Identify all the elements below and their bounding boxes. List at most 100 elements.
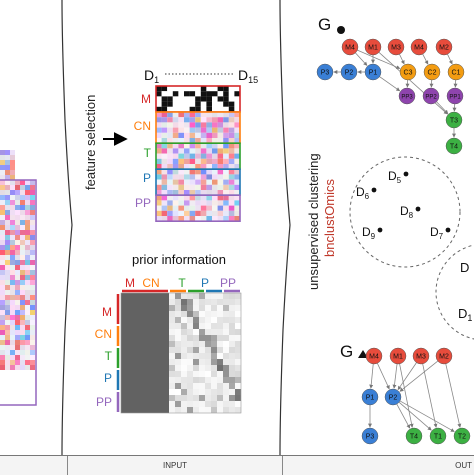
- heatmap-cell: [10, 350, 15, 355]
- heatmap-cell: [178, 206, 184, 211]
- heatmap-cell: [20, 330, 25, 335]
- network-node-label: C1: [452, 70, 461, 77]
- prior-information-title: prior information: [132, 252, 226, 267]
- heatmap-cell: [10, 155, 15, 160]
- heatmap-cell: [229, 91, 235, 96]
- network-node-label: T4: [450, 144, 458, 151]
- heatmap-cell: [201, 122, 207, 127]
- heatmap-cell: [178, 180, 184, 185]
- prior-column-label-pp: PP: [220, 276, 236, 290]
- heatmap-cell: [167, 159, 173, 164]
- network-node-label: M3: [416, 354, 426, 361]
- heatmap-cell: [212, 154, 218, 159]
- prior-cell: [229, 335, 235, 341]
- prior-methylation-block: [121, 293, 169, 413]
- heatmap-cell: [20, 295, 25, 300]
- prior-cell: [235, 329, 241, 335]
- prior-cell: [223, 329, 229, 335]
- heatmap-cell: [20, 250, 25, 255]
- heatmap-cell: [218, 122, 224, 127]
- prior-cell: [187, 371, 193, 377]
- heatmap-cell: [173, 117, 179, 122]
- heatmap-cell: [234, 122, 240, 127]
- heatmap-cell: [0, 250, 5, 255]
- prior-cell: [181, 335, 187, 341]
- heatmap-cell: [15, 275, 20, 280]
- heatmap-cell: [10, 170, 15, 175]
- heatmap-cell: [5, 280, 10, 285]
- heatmap-cell: [162, 200, 168, 205]
- prior-cell: [193, 377, 199, 383]
- heatmap-cell: [184, 91, 190, 96]
- heatmap-cell: [5, 310, 10, 315]
- heatmap-cell: [30, 275, 35, 280]
- heatmap-cell: [30, 195, 35, 200]
- prior-cell: [193, 329, 199, 335]
- cluster-sample-dot: [416, 207, 421, 212]
- omics-label-pp: PP: [135, 196, 151, 210]
- heatmap-cell: [0, 215, 5, 220]
- heatmap-cell: [5, 335, 10, 340]
- heatmap-cell: [30, 200, 35, 205]
- network-edge: [400, 361, 438, 391]
- heatmap-cell: [184, 206, 190, 211]
- heatmap-cell: [25, 240, 30, 245]
- heatmap-cell: [201, 174, 207, 179]
- prior-cell: [217, 407, 223, 413]
- heatmap-cell: [190, 91, 196, 96]
- heatmap-cell: [0, 205, 5, 210]
- heatmap-cell: [25, 275, 30, 280]
- heatmap-cell: [30, 255, 35, 260]
- prior-cell: [181, 359, 187, 365]
- heatmap-cell: [20, 220, 25, 225]
- prior-cell: [235, 377, 241, 383]
- heatmap-cell: [190, 154, 196, 159]
- heatmap-cell: [167, 122, 173, 127]
- prior-cell: [217, 293, 223, 299]
- network-edge: [397, 404, 410, 428]
- heatmap-cell: [5, 230, 10, 235]
- prior-cell: [223, 293, 229, 299]
- heatmap-cell: [162, 185, 168, 190]
- heatmap-cell: [167, 117, 173, 122]
- prior-cell: [169, 371, 175, 377]
- heatmap-cell: [229, 206, 235, 211]
- heatmap-cell: [10, 225, 15, 230]
- heatmap-cell: [0, 185, 5, 190]
- prior-cell: [205, 407, 211, 413]
- brace-separator-right: [280, 0, 290, 455]
- heatmap-cell: [184, 185, 190, 190]
- heatmap-cell: [5, 330, 10, 335]
- heatmap-cell: [15, 265, 20, 270]
- network-edge: [447, 54, 452, 64]
- heatmap-cell: [5, 270, 10, 275]
- heatmap-cell: [223, 133, 229, 138]
- prior-cell: [193, 353, 199, 359]
- heatmap-cell: [178, 148, 184, 153]
- prior-cell: [199, 371, 205, 377]
- heatmap-cell: [5, 265, 10, 270]
- prior-cell: [211, 335, 217, 341]
- heatmap-cell: [212, 102, 218, 107]
- heatmap-cell: [25, 245, 30, 250]
- heatmap-cell: [20, 315, 25, 320]
- network-node-label: M4: [369, 354, 379, 361]
- heatmap-cell: [5, 155, 10, 160]
- heatmap-cell: [184, 128, 190, 133]
- prior-cell: [217, 311, 223, 317]
- heatmap-cell: [15, 225, 20, 230]
- heatmap-cell: [0, 300, 5, 305]
- heatmap-cell: [195, 174, 201, 179]
- prior-cell: [175, 365, 181, 371]
- heatmap-cell: [0, 340, 5, 345]
- cluster-sample-dot: [446, 228, 451, 233]
- heatmap-cell: [10, 245, 15, 250]
- heatmap-cell: [162, 211, 168, 216]
- heatmap-cell: [195, 102, 201, 107]
- heatmap-cell: [20, 205, 25, 210]
- prior-cell: [205, 389, 211, 395]
- heatmap-cell: [195, 133, 201, 138]
- prior-cell: [205, 401, 211, 407]
- heatmap-cell: [212, 211, 218, 216]
